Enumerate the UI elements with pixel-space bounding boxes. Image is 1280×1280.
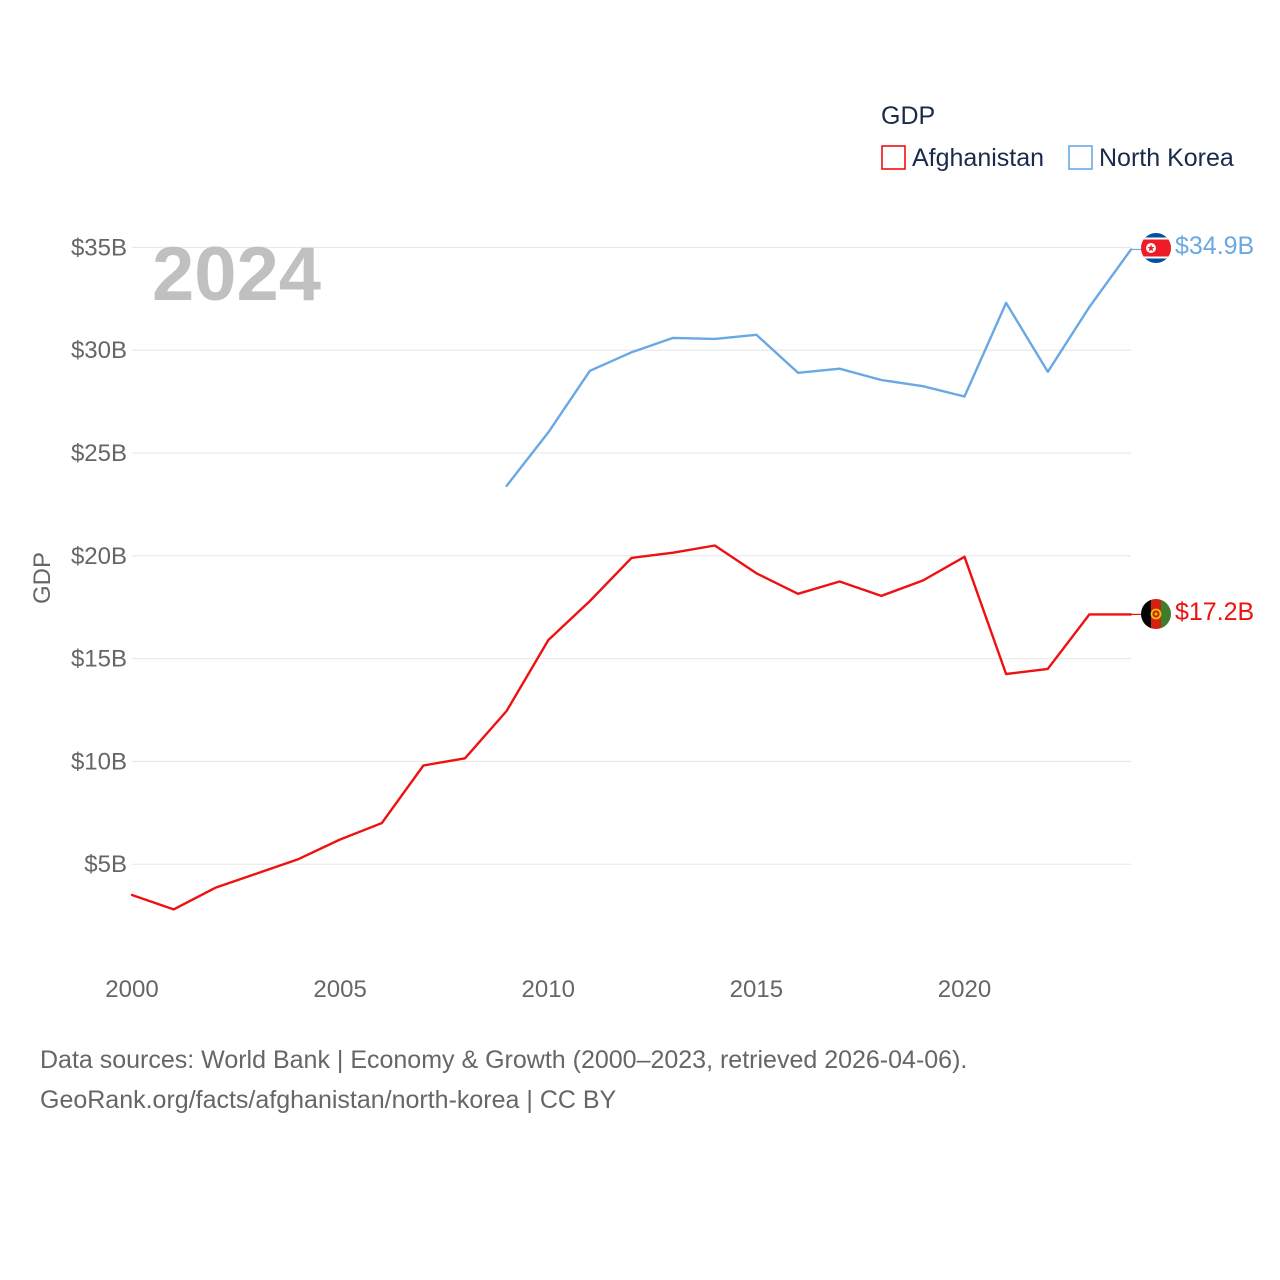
series-line-north-korea[interactable]: [505, 248, 1133, 488]
data-sources-note: Data sources: World Bank | Economy & Gro…: [40, 1046, 968, 1074]
afghanistan-end-value-label: $17.2B: [1175, 598, 1254, 626]
legend-swatch-north-korea: [1068, 145, 1093, 170]
x-tick-label-2020: 2020: [938, 976, 991, 1003]
afghanistan-flag-icon: [1141, 599, 1171, 629]
x-tick-label-2005: 2005: [313, 976, 366, 1003]
source-url[interactable]: GeoRank.org/facts/afghanistan/north-kore…: [40, 1086, 617, 1114]
legend-label-north-korea: North Korea: [1099, 144, 1234, 172]
legend-title: GDP: [881, 102, 935, 130]
series-line-afghanistan[interactable]: [130, 544, 1133, 911]
series-lines: [130, 248, 1133, 911]
x-axis-tick-labels: 2000 2005 2010 2015 2020: [105, 976, 991, 1003]
y-tick-label-15: $15B: [71, 646, 127, 673]
gridlines: [132, 246, 1131, 865]
year-label: 2024: [152, 232, 321, 317]
y-tick-label-35: $35B: [71, 234, 127, 261]
legend-label-afghanistan: Afghanistan: [912, 144, 1044, 172]
chart-footer: Data sources: World Bank | Economy & Gro…: [40, 1040, 967, 1120]
legend-item-north-korea[interactable]: North Korea: [1068, 144, 1234, 172]
y-tick-label-5: $5B: [84, 851, 127, 878]
north-korea-end-value-label: $34.9B: [1175, 232, 1254, 260]
x-tick-label-2000: 2000: [105, 976, 158, 1003]
y-tick-label-20: $20B: [71, 543, 127, 570]
y-tick-label-25: $25B: [71, 440, 127, 467]
x-tick-label-2015: 2015: [730, 976, 783, 1003]
y-axis-title: GDP: [29, 552, 56, 604]
north-korea-flag-icon: [1141, 233, 1171, 263]
legend-item-afghanistan[interactable]: Afghanistan: [881, 144, 1044, 172]
x-tick-label-2010: 2010: [522, 976, 575, 1003]
y-tick-label-10: $10B: [71, 748, 127, 775]
legend: GDP Afghanistan North Korea: [881, 102, 1234, 172]
y-tick-label-30: $30B: [71, 337, 127, 364]
legend-swatch-afghanistan: [881, 145, 906, 170]
y-axis-tick-labels: $5B $10B $15B $20B $25B $30B $35B: [71, 234, 127, 878]
series-end-markers: [1131, 248, 1141, 615]
